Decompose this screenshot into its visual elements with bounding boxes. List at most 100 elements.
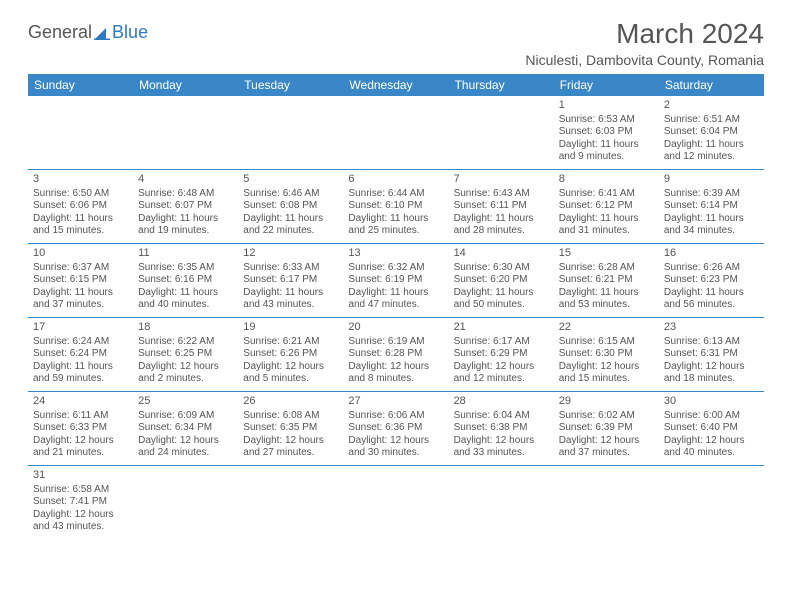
sunset-text: Sunset: 6:31 PM <box>664 348 759 361</box>
calendar-cell: 24Sunrise: 6:11 AMSunset: 6:33 PMDayligh… <box>28 392 133 466</box>
day-number: 6 <box>348 173 443 187</box>
daylight-text: Daylight: 12 hours <box>348 361 443 374</box>
calendar-cell: 20Sunrise: 6:19 AMSunset: 6:28 PMDayligh… <box>343 318 448 392</box>
calendar-cell: 19Sunrise: 6:21 AMSunset: 6:26 PMDayligh… <box>238 318 343 392</box>
calendar-cell: 6Sunrise: 6:44 AMSunset: 6:10 PMDaylight… <box>343 170 448 244</box>
sunrise-text: Sunrise: 6:30 AM <box>454 262 549 275</box>
day-number: 21 <box>454 321 549 335</box>
sunrise-text: Sunrise: 6:09 AM <box>138 410 233 423</box>
sunset-text: Sunset: 6:34 PM <box>138 422 233 435</box>
calendar-cell-empty <box>554 466 659 540</box>
calendar-cell: 4Sunrise: 6:48 AMSunset: 6:07 PMDaylight… <box>133 170 238 244</box>
daylight-text: and 12 minutes. <box>454 373 549 386</box>
sunset-text: Sunset: 6:16 PM <box>138 274 233 287</box>
day-number: 17 <box>33 321 128 335</box>
day-header: Saturday <box>659 74 764 96</box>
daylight-text: and 53 minutes. <box>559 299 654 312</box>
daylight-text: Daylight: 11 hours <box>33 361 128 374</box>
day-number: 4 <box>138 173 233 187</box>
calendar-cell-empty <box>238 96 343 170</box>
sunrise-text: Sunrise: 6:21 AM <box>243 336 338 349</box>
calendar-cell: 21Sunrise: 6:17 AMSunset: 6:29 PMDayligh… <box>449 318 554 392</box>
logo-sail-icon <box>94 27 110 39</box>
daylight-text: and 43 minutes. <box>33 521 128 534</box>
calendar-cell-empty <box>238 466 343 540</box>
sunset-text: Sunset: 6:25 PM <box>138 348 233 361</box>
daylight-text: and 19 minutes. <box>138 225 233 238</box>
day-number: 1 <box>559 99 654 113</box>
day-number: 5 <box>243 173 338 187</box>
daylight-text: Daylight: 11 hours <box>454 287 549 300</box>
calendar-cell-empty <box>343 96 448 170</box>
sunrise-text: Sunrise: 6:53 AM <box>559 114 654 127</box>
calendar-cell: 15Sunrise: 6:28 AMSunset: 6:21 PMDayligh… <box>554 244 659 318</box>
sunrise-text: Sunrise: 6:19 AM <box>348 336 443 349</box>
daylight-text: Daylight: 11 hours <box>664 139 759 152</box>
calendar-cell: 29Sunrise: 6:02 AMSunset: 6:39 PMDayligh… <box>554 392 659 466</box>
sunset-text: Sunset: 6:12 PM <box>559 200 654 213</box>
daylight-text: Daylight: 11 hours <box>243 287 338 300</box>
sunset-text: Sunset: 6:28 PM <box>348 348 443 361</box>
daylight-text: Daylight: 11 hours <box>33 287 128 300</box>
calendar-cell: 18Sunrise: 6:22 AMSunset: 6:25 PMDayligh… <box>133 318 238 392</box>
calendar-cell: 22Sunrise: 6:15 AMSunset: 6:30 PMDayligh… <box>554 318 659 392</box>
daylight-text: Daylight: 12 hours <box>348 435 443 448</box>
sunset-text: Sunset: 6:19 PM <box>348 274 443 287</box>
daylight-text: Daylight: 11 hours <box>348 213 443 226</box>
sunset-text: Sunset: 6:10 PM <box>348 200 443 213</box>
calendar-cell-empty <box>343 466 448 540</box>
sunset-text: Sunset: 6:20 PM <box>454 274 549 287</box>
calendar-cell: 9Sunrise: 6:39 AMSunset: 6:14 PMDaylight… <box>659 170 764 244</box>
sunrise-text: Sunrise: 6:04 AM <box>454 410 549 423</box>
sunrise-text: Sunrise: 6:58 AM <box>33 484 128 497</box>
daylight-text: and 50 minutes. <box>454 299 549 312</box>
calendar-cell: 31Sunrise: 6:58 AMSunset: 7:41 PMDayligh… <box>28 466 133 540</box>
calendar-cell: 13Sunrise: 6:32 AMSunset: 6:19 PMDayligh… <box>343 244 448 318</box>
sunset-text: Sunset: 6:38 PM <box>454 422 549 435</box>
day-number: 23 <box>664 321 759 335</box>
header: General Blue March 2024 Niculesti, Dambo… <box>28 18 764 68</box>
sunset-text: Sunset: 6:15 PM <box>33 274 128 287</box>
sunrise-text: Sunrise: 6:43 AM <box>454 188 549 201</box>
daylight-text: and 31 minutes. <box>559 225 654 238</box>
day-number: 7 <box>454 173 549 187</box>
sunrise-text: Sunrise: 6:00 AM <box>664 410 759 423</box>
daylight-text: Daylight: 11 hours <box>454 213 549 226</box>
calendar-cell: 27Sunrise: 6:06 AMSunset: 6:36 PMDayligh… <box>343 392 448 466</box>
location: Niculesti, Dambovita County, Romania <box>525 52 764 68</box>
sunrise-text: Sunrise: 6:24 AM <box>33 336 128 349</box>
sunset-text: Sunset: 6:39 PM <box>559 422 654 435</box>
daylight-text: Daylight: 11 hours <box>138 213 233 226</box>
calendar-cell: 1Sunrise: 6:53 AMSunset: 6:03 PMDaylight… <box>554 96 659 170</box>
daylight-text: Daylight: 12 hours <box>243 361 338 374</box>
day-number: 12 <box>243 247 338 261</box>
daylight-text: and 5 minutes. <box>243 373 338 386</box>
calendar-cell: 14Sunrise: 6:30 AMSunset: 6:20 PMDayligh… <box>449 244 554 318</box>
daylight-text: Daylight: 11 hours <box>559 139 654 152</box>
month-title: March 2024 <box>525 18 764 50</box>
calendar-body: 1Sunrise: 6:53 AMSunset: 6:03 PMDaylight… <box>28 96 764 540</box>
daylight-text: Daylight: 12 hours <box>559 435 654 448</box>
daylight-text: and 37 minutes. <box>33 299 128 312</box>
daylight-text: Daylight: 12 hours <box>243 435 338 448</box>
sunset-text: Sunset: 6:26 PM <box>243 348 338 361</box>
calendar-cell-empty <box>28 96 133 170</box>
day-header: Sunday <box>28 74 133 96</box>
sunrise-text: Sunrise: 6:22 AM <box>138 336 233 349</box>
sunset-text: Sunset: 6:30 PM <box>559 348 654 361</box>
daylight-text: Daylight: 11 hours <box>243 213 338 226</box>
sunrise-text: Sunrise: 6:51 AM <box>664 114 759 127</box>
sunset-text: Sunset: 6:08 PM <box>243 200 338 213</box>
calendar-header-row: SundayMondayTuesdayWednesdayThursdayFrid… <box>28 74 764 96</box>
daylight-text: and 15 minutes. <box>559 373 654 386</box>
sunset-text: Sunset: 6:03 PM <box>559 126 654 139</box>
day-number: 16 <box>664 247 759 261</box>
day-number: 25 <box>138 395 233 409</box>
sunrise-text: Sunrise: 6:39 AM <box>664 188 759 201</box>
sunrise-text: Sunrise: 6:41 AM <box>559 188 654 201</box>
sunrise-text: Sunrise: 6:35 AM <box>138 262 233 275</box>
sunrise-text: Sunrise: 6:06 AM <box>348 410 443 423</box>
sunrise-text: Sunrise: 6:13 AM <box>664 336 759 349</box>
day-number: 18 <box>138 321 233 335</box>
day-number: 9 <box>664 173 759 187</box>
